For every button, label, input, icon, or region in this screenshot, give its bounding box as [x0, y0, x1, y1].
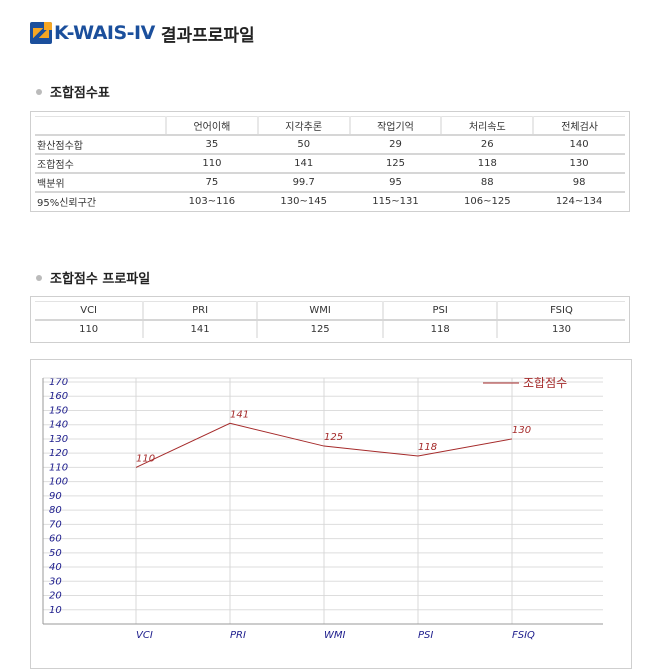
table-cell: 103~116 — [188, 196, 236, 207]
y-tick-label: 170 — [49, 377, 68, 388]
bullet-dot-icon — [36, 88, 42, 95]
table-cell: 140 — [533, 135, 625, 155]
section-title-composite-table: 조합점수표 — [36, 82, 110, 101]
section-title-text: 조합점수표 — [50, 86, 110, 101]
table-cell: 130~145 — [280, 196, 327, 207]
table-cell: 124~134 — [555, 196, 603, 207]
table-cell: 115~131 — [372, 196, 419, 207]
composite-score-table: 언어이해 지각추론 작업기억 처리속도 전체검사 환산점수합 35 50 29 … — [30, 111, 630, 212]
x-tick-label: PSI — [418, 630, 433, 641]
table-header-cell: FSIQ — [495, 301, 625, 321]
y-tick-label: 140 — [49, 420, 68, 431]
table-header-cell: PRI — [142, 301, 257, 321]
x-tick-label: PRI — [230, 630, 246, 641]
data-label: 125 — [324, 432, 343, 443]
y-tick-label: 130 — [49, 434, 68, 445]
data-label: 141 — [230, 409, 249, 420]
row-label: 조합점수 — [35, 154, 166, 174]
table-row: 95%신뢰구간 103~116 130~145 115~131 106~125 … — [35, 192, 625, 210]
table-cell: 125 — [255, 320, 384, 338]
y-tick-label: 50 — [49, 548, 62, 559]
y-tick-label: 40 — [49, 562, 62, 573]
section-title-text: 조합점수 프로파일 — [50, 272, 151, 287]
y-tick-label: 20 — [49, 591, 62, 602]
legend-label: 조합점수 — [523, 376, 567, 390]
table-cell: 98 — [533, 173, 625, 193]
table-cell: 130 — [533, 154, 625, 174]
table-cell: 50 — [257, 135, 350, 155]
y-tick-label: 110 — [49, 462, 68, 473]
table-header-cell: PSI — [382, 301, 497, 321]
y-tick-label: 100 — [49, 477, 68, 488]
y-tick-label: 120 — [49, 448, 68, 459]
table-cell: 106~125 — [464, 196, 511, 207]
app-header: K-WAIS-IV 결과프로파일 — [30, 18, 255, 48]
wais-logo-icon — [30, 22, 52, 44]
y-tick-label: 30 — [49, 576, 62, 587]
table-cell: 141 — [257, 154, 350, 174]
bullet-dot-icon — [36, 274, 42, 281]
y-tick-label: 160 — [49, 391, 68, 402]
profile-line-chart: 10 20 30 40 50 60 70 80 90 100 110 120 130 140 150 160 1… — [42, 376, 603, 641]
data-label: 110 — [136, 453, 155, 464]
y-tick-label: 60 — [49, 534, 62, 545]
table-header-cell: 작업기억 — [348, 116, 442, 136]
y-tick-label: 10 — [49, 605, 62, 616]
series-line — [135, 422, 513, 468]
data-label: 118 — [418, 442, 437, 453]
x-tick-label: VCI — [136, 630, 153, 641]
table-header-cell — [35, 116, 166, 136]
y-tick-label: 150 — [49, 405, 68, 416]
section-title-profile: 조합점수 프로파일 — [36, 268, 150, 287]
table-cell: 95 — [349, 173, 442, 193]
table-cell: 35 — [166, 135, 258, 155]
table-header-row: VCI PRI WMI PSI FSIQ — [35, 301, 625, 321]
table-header-cell: VCI — [35, 301, 144, 321]
table-header-cell: 언어이해 — [165, 116, 258, 136]
y-tick-label: 70 — [49, 519, 62, 530]
table-cell: 130 — [495, 320, 625, 338]
x-tick-label: FSIQ — [512, 630, 535, 641]
profile-chart: 10 20 30 40 50 60 70 80 90 100 110 120 130 140 150 160 1… — [30, 359, 632, 669]
table-header-cell: 전체검사 — [532, 116, 625, 136]
table-cell: 118 — [441, 154, 534, 174]
row-label: 환산점수합 — [35, 135, 166, 155]
table-cell: 110 — [79, 324, 99, 335]
y-tick-label: 80 — [49, 505, 62, 516]
page-title: 결과프로파일 — [160, 25, 255, 46]
x-tick-label: WMI — [324, 630, 346, 641]
table-cell: 118 — [382, 320, 497, 338]
profile-score-table: VCI PRI WMI PSI FSIQ 110 141 125 118 130 — [30, 296, 630, 343]
logo-text: K-WAIS-IV — [54, 22, 155, 44]
table-cell: 99.7 — [257, 173, 350, 193]
row-label: 95%신뢰구간 — [37, 198, 97, 209]
table-header-row: 언어이해 지각추론 작업기억 처리속도 전체검사 — [35, 116, 625, 136]
y-tick-label: 90 — [49, 491, 62, 502]
table-cell: 26 — [441, 135, 534, 155]
table-cell: 141 — [142, 320, 257, 338]
table-row: 환산점수합 35 50 29 26 140 — [35, 135, 625, 155]
row-label: 백분위 — [35, 173, 166, 193]
table-row: 110 141 125 118 130 — [35, 320, 625, 338]
table-cell: 110 — [166, 154, 258, 174]
data-label: 130 — [512, 425, 531, 436]
table-cell: 75 — [166, 173, 258, 193]
table-row: 백분위 75 99.7 95 88 98 — [35, 173, 625, 193]
table-cell: 29 — [349, 135, 442, 155]
table-row: 조합점수 110 141 125 118 130 — [35, 154, 625, 174]
table-header-cell: 처리속도 — [440, 116, 534, 136]
table-header-cell: 지각추론 — [256, 116, 350, 136]
table-cell: 88 — [441, 173, 534, 193]
table-cell: 125 — [349, 154, 442, 174]
table-header-cell: WMI — [255, 301, 384, 321]
